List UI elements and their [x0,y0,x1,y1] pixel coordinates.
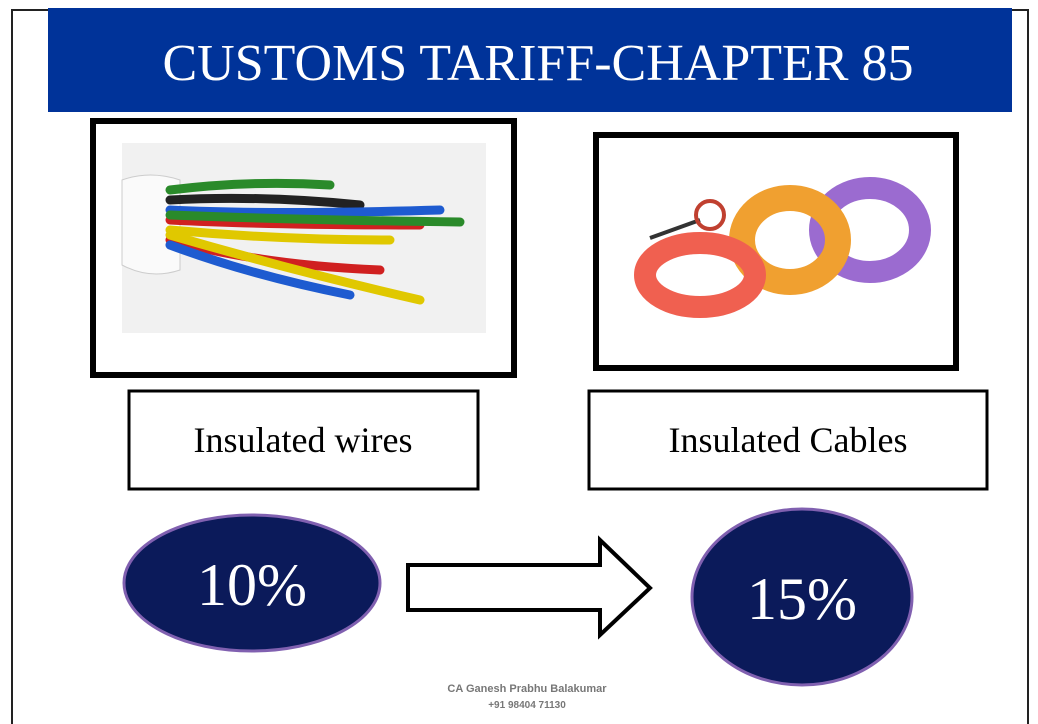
footer-name: CA Ganesh Prabhu Balakumar [447,683,607,695]
footer-phone: +91 98404 71130 [488,700,566,711]
rate: 10% [197,552,307,618]
item-label: Insulated wires [194,420,413,460]
rate-ellipse [690,507,914,687]
title: CUSTOMS TARIFF-CHAPTER 85 [163,35,914,92]
wires-image [121,143,486,333]
arrow [406,535,653,640]
cables-image [634,177,931,318]
title-banner [48,8,1012,112]
rate-ellipse [122,513,382,653]
label-box [587,389,989,491]
item-label: Insulated Cables [669,420,908,460]
rate: 15% [747,566,857,632]
label-box [127,389,480,491]
